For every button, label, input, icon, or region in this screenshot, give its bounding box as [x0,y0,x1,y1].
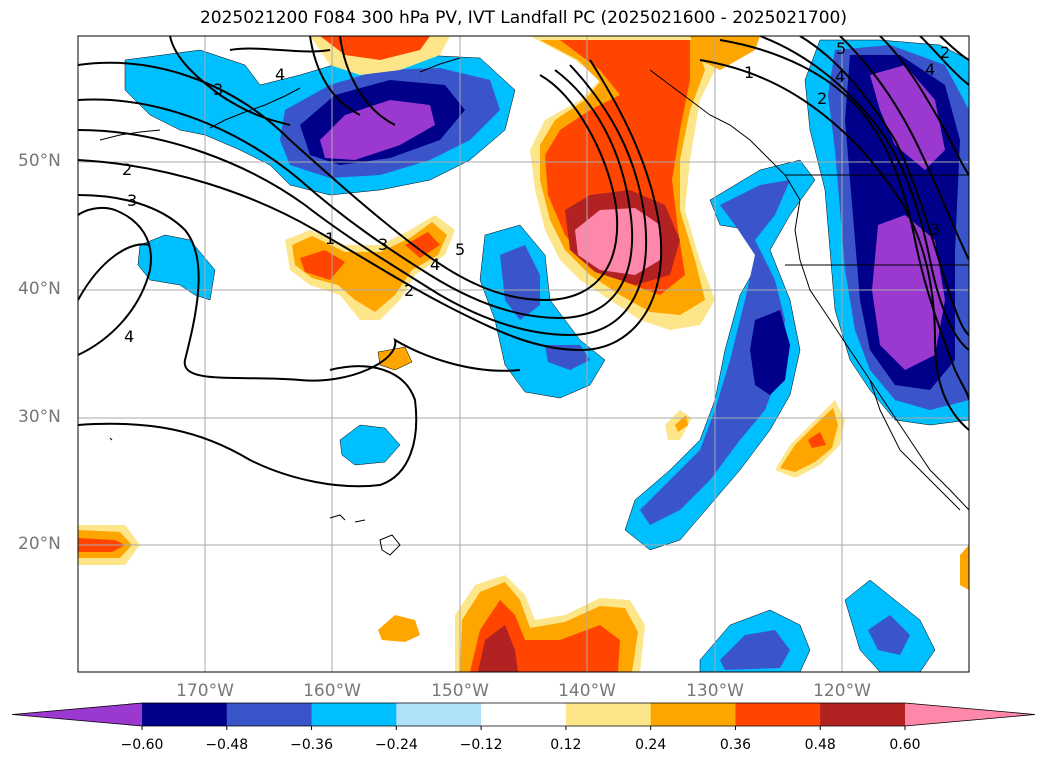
contour-label-group: 4 3 2 3 4 1 3 4 5 2 1 2 5 4 2 4 3 [122,39,950,346]
colorbar-tick-label: 0.36 [719,737,752,753]
colorbar-swatch [650,703,736,726]
pv-anomaly-negative-streak [624,159,816,551]
contour-label: 3 [930,220,940,239]
map-panel: 4 3 2 3 4 1 3 4 5 2 1 2 5 4 2 4 3 [78,36,969,672]
contour-label: 3 [213,80,223,99]
colorbar-tick-label: 0.24 [635,737,667,753]
lon-label: 170°W [176,681,234,701]
contour-label: 4 [925,60,935,79]
lat-label: 50°N [18,151,61,171]
pv-anomaly-positive-south-central [455,575,645,672]
colorbar-tick-label: −0.60 [120,737,164,753]
pv-anomaly-negative-west-coast [804,39,969,426]
colorbar-swatch [481,703,567,726]
contour-label: 2 [817,89,827,108]
colorbar-swatch [142,703,228,726]
lon-label: 150°W [431,681,489,701]
pv-anomaly-positive-small-3 [675,415,688,432]
contour-label: 4 [275,65,285,84]
contour-label: 1 [744,63,754,82]
colorbar-tick-label: 0.12 [550,737,582,753]
contour-label: 2 [122,160,132,179]
pv-anomaly-negative-south [699,579,936,672]
colorbar-tick-label: 0.48 [804,737,836,753]
colorbar-tick-label: −0.48 [205,737,249,753]
contour-label: 4 [835,67,845,86]
pv-anomaly-negative-small [339,424,401,466]
pv-anomaly-positive-baja [775,400,845,478]
ivt-contours [78,36,969,488]
lon-label: 160°W [303,681,361,701]
contour-label: 3 [127,191,137,210]
lon-label: 140°W [558,681,616,701]
lon-label: 130°W [686,681,744,701]
contour-label: 5 [455,240,465,259]
pv-anomaly-positive-east-edge [960,545,969,590]
colorbar-tick-label: 0.60 [889,737,921,753]
colorbar [11,702,1036,730]
pv-anomaly-positive-west [285,215,455,320]
colorbar-swatch [565,703,652,726]
map-gridlines [78,36,969,672]
colorbar-tick-label: −0.24 [374,737,418,753]
lat-label: 20°N [18,534,61,554]
contour-label: 2 [940,43,950,62]
colorbar-swatch [396,703,482,726]
pv-anomaly-negative-central [479,224,606,399]
contour-label: 4 [430,255,440,274]
pv-anomaly-negative-north-pacific [124,49,516,196]
contour-label: 2 [404,281,414,300]
colorbar-tick-label: −0.36 [290,737,333,753]
contour-label: 3 [378,235,388,254]
colorbar-swatch [735,703,821,726]
colorbar-swatch [311,703,397,726]
lat-label: 30°N [18,407,61,427]
lat-label: 40°N [18,279,61,299]
map-title: 2025021200 F084 300 hPa PV, IVT Landfall… [199,8,847,28]
coastlines [99,57,969,556]
colorbar-swatch [905,703,1035,726]
contour-label: 5 [836,39,846,58]
contour-label: 4 [124,327,134,346]
colorbar-swatch [12,703,142,726]
contour-label: 1 [325,229,335,248]
lon-label: 120°W [813,681,871,701]
pv-anomaly-positive-south-small [378,615,420,642]
colorbar-swatch [226,703,313,726]
colorbar-swatch [820,703,906,726]
colorbar-tick-label: −0.12 [459,737,503,753]
map-frame [77,35,970,673]
